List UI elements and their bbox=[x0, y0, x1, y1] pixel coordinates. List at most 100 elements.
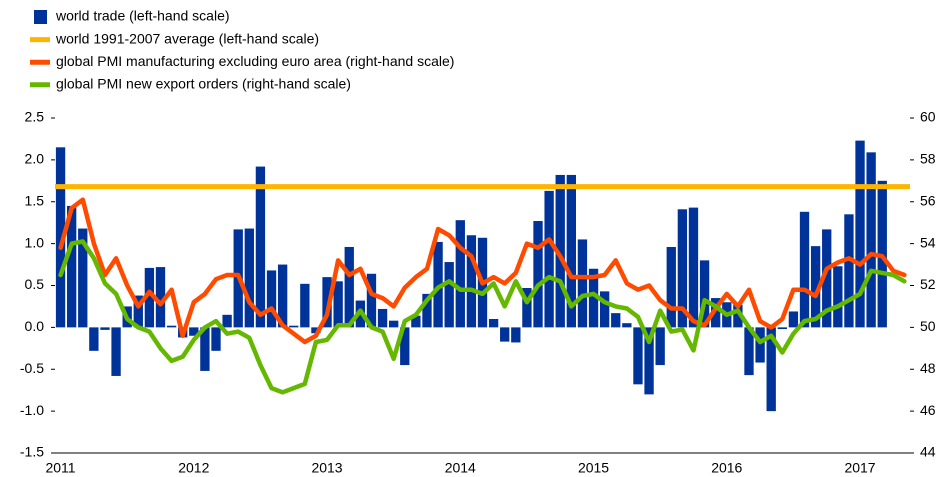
bar bbox=[289, 325, 299, 328]
y2-tick-label: 58 bbox=[920, 151, 936, 167]
bar bbox=[200, 327, 210, 371]
bar bbox=[733, 304, 743, 328]
y-tick-label: 2.0 bbox=[25, 151, 45, 167]
bar bbox=[133, 295, 143, 328]
bar bbox=[822, 229, 832, 328]
y2-tick-label: 54 bbox=[920, 234, 936, 250]
bar bbox=[555, 174, 565, 328]
bar bbox=[222, 314, 232, 328]
y2-tick-label: 52 bbox=[920, 276, 936, 292]
bar bbox=[311, 327, 321, 334]
bar bbox=[522, 288, 532, 328]
x-tick-label: 2016 bbox=[711, 460, 742, 476]
bar bbox=[622, 323, 632, 328]
bar bbox=[466, 235, 477, 328]
bar bbox=[55, 147, 66, 328]
bar bbox=[444, 262, 454, 328]
y2-tick-label: 48 bbox=[920, 360, 936, 376]
bar bbox=[377, 308, 388, 328]
bar bbox=[277, 264, 288, 328]
bar bbox=[544, 190, 554, 328]
x-tick-label: 2011 bbox=[45, 460, 75, 476]
y-tick-label: 1.5 bbox=[25, 192, 45, 208]
bar bbox=[566, 174, 576, 328]
bar bbox=[766, 327, 776, 412]
bar bbox=[155, 267, 166, 328]
bar bbox=[300, 283, 310, 328]
bar bbox=[322, 277, 332, 328]
bar bbox=[788, 311, 799, 328]
bar bbox=[89, 327, 99, 351]
bar bbox=[111, 327, 121, 376]
bar bbox=[66, 205, 77, 328]
bar bbox=[655, 327, 665, 366]
y2-tick-label: 56 bbox=[920, 192, 936, 208]
legend-label: global PMI manufacturing excluding euro … bbox=[56, 53, 454, 69]
bar bbox=[633, 327, 643, 385]
bar bbox=[666, 246, 676, 328]
y-tick-label: -1.0 bbox=[20, 402, 44, 418]
bar bbox=[799, 211, 810, 328]
bar bbox=[677, 209, 688, 328]
bar bbox=[855, 140, 865, 328]
legend-label: global PMI new export orders (right-hand… bbox=[56, 76, 351, 92]
bar bbox=[611, 313, 621, 328]
legend-swatch bbox=[34, 10, 47, 24]
y2-tick-label: 50 bbox=[920, 318, 936, 334]
y-tick-label: -1.5 bbox=[20, 444, 44, 460]
x-tick-label: 2014 bbox=[445, 460, 476, 476]
y-tick-label: 0.0 bbox=[25, 318, 45, 334]
bar bbox=[533, 221, 543, 328]
legend-label: world 1991-2007 average (left-hand scale… bbox=[55, 30, 319, 46]
bar bbox=[433, 241, 443, 328]
line bbox=[58, 197, 907, 345]
y-tick-label: 1.0 bbox=[25, 234, 45, 250]
bar bbox=[777, 327, 787, 330]
x-tick-label: 2012 bbox=[178, 460, 209, 476]
y-tick-label: 2.5 bbox=[25, 109, 45, 125]
y2-tick-label: 60 bbox=[920, 109, 936, 125]
bar bbox=[100, 327, 110, 330]
bar bbox=[333, 281, 343, 328]
bar bbox=[455, 220, 465, 328]
bar bbox=[488, 319, 499, 328]
bar bbox=[500, 327, 510, 342]
bar bbox=[711, 298, 721, 328]
x-tick-label: 2017 bbox=[844, 460, 875, 476]
bar bbox=[255, 166, 266, 328]
bar bbox=[577, 239, 588, 328]
bar bbox=[411, 315, 421, 328]
line bbox=[58, 239, 907, 395]
bar bbox=[422, 293, 432, 328]
bar bbox=[211, 327, 221, 351]
bar bbox=[78, 228, 88, 328]
bar bbox=[744, 327, 754, 376]
bar bbox=[588, 268, 599, 328]
bar bbox=[833, 266, 843, 328]
bar bbox=[400, 327, 410, 366]
bar bbox=[144, 267, 155, 328]
bar bbox=[688, 207, 699, 328]
legend-label: world trade (left-hand scale) bbox=[55, 8, 230, 24]
bar bbox=[866, 152, 876, 328]
bar bbox=[189, 327, 199, 336]
bar bbox=[511, 327, 521, 343]
x-tick-label: 2013 bbox=[311, 460, 342, 476]
bar bbox=[166, 325, 177, 328]
bar bbox=[644, 327, 654, 395]
bar bbox=[755, 327, 765, 363]
bar bbox=[699, 260, 710, 328]
bar bbox=[366, 273, 377, 328]
bar bbox=[599, 291, 610, 328]
y2-tick-label: 46 bbox=[920, 402, 936, 418]
x-tick-label: 2015 bbox=[578, 460, 609, 476]
bar bbox=[844, 214, 854, 328]
bar bbox=[810, 246, 821, 328]
y-tick-label: 0.5 bbox=[25, 276, 45, 292]
bar bbox=[266, 270, 277, 328]
y-tick-label: -0.5 bbox=[20, 360, 44, 376]
bar bbox=[244, 228, 254, 328]
y2-tick-label: 44 bbox=[920, 444, 936, 460]
bar bbox=[344, 246, 354, 328]
